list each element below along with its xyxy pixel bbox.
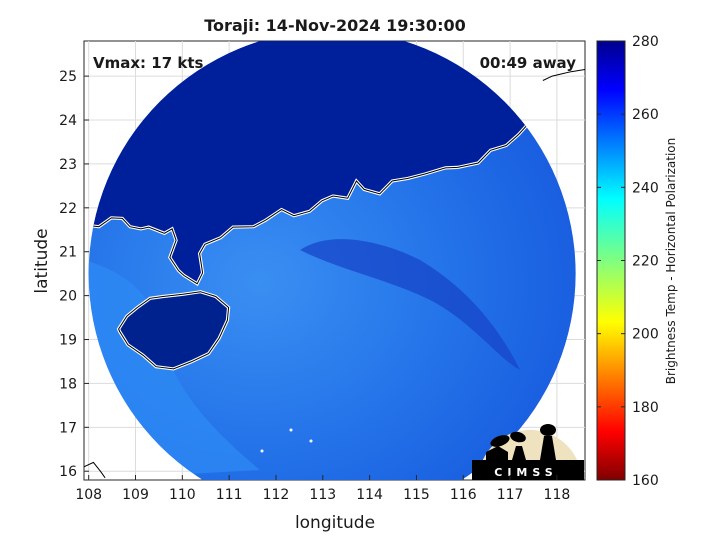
hainan-coastline-inner	[118, 291, 230, 370]
x-tick-label: 118	[544, 487, 571, 503]
coastline-outside-swath-sw	[84, 461, 106, 479]
x-tick-label: 114	[356, 487, 383, 503]
mainland-coastline-inner	[88, 94, 576, 285]
chart-title: Toraji: 14-Nov-2024 19:30:00	[204, 16, 465, 35]
y-axis-label: latitude	[32, 228, 52, 293]
x-tick-label: 108	[75, 487, 102, 503]
y-axis-ticks: 16 17 18 19 20 21 22 23 24 25	[59, 69, 89, 480]
logo-dish-2	[510, 431, 526, 443]
colorbar-tick-label: 260	[632, 107, 659, 123]
y-tick-label: 18	[59, 376, 77, 392]
logo-dish-1	[490, 435, 510, 447]
colorbar-tick-label: 180	[632, 400, 659, 416]
y-tick-label: 16	[59, 464, 77, 480]
x-tick-label: 117	[497, 487, 524, 503]
time-away-annotation: 00:49 away	[480, 54, 577, 72]
colorbar-tick-label: 160	[632, 473, 659, 489]
plot-area: CIMSS 108 109 110 111 112 113 114 115 116 117 118 …	[59, 40, 586, 503]
logo-ground	[472, 460, 584, 480]
y-tick-label: 25	[59, 69, 77, 85]
x-tick-label: 111	[216, 487, 243, 503]
colorbar-label: Brightness Temp - Horizontal Polarizatio…	[664, 138, 678, 385]
small-islands	[260, 428, 313, 453]
y-tick-label: 23	[59, 157, 77, 173]
logo-silhouette	[486, 436, 556, 460]
x-tick-label: 116	[450, 487, 477, 503]
y-tick-label: 24	[59, 113, 77, 129]
y-tick-label: 22	[59, 201, 77, 217]
y-tick-label: 20	[59, 289, 77, 305]
x-tick-label: 113	[309, 487, 336, 503]
coastline-outside-swath-ne	[542, 69, 585, 81]
y-tick-label: 17	[59, 420, 77, 436]
colorbar-tick-label: 200	[632, 327, 659, 343]
x-tick-label: 112	[263, 487, 290, 503]
colorbar-tick-label: 220	[632, 254, 659, 270]
y-tick-label: 19	[59, 333, 77, 349]
brightness-temp-swath	[84, 41, 585, 480]
colorbar-ticks: 160 180 200 220 240 260 280	[597, 34, 659, 489]
storm-band	[300, 239, 520, 370]
logo-text: CIMSS	[494, 466, 557, 479]
hainan-island	[118, 291, 229, 369]
mainland-land-mass	[88, 41, 576, 284]
x-tick-label: 109	[122, 487, 149, 503]
x-tick-label: 110	[169, 487, 196, 503]
logo-tower-top	[540, 424, 556, 436]
x-axis-label: longitude	[295, 513, 375, 533]
colorbar-tick-label: 240	[632, 180, 659, 196]
colorbar-gradient	[596, 40, 626, 481]
x-axis-ticks: 108 109 110 111 112 113 114 115 116 117 118	[75, 475, 570, 503]
colorbar-tick-label: 280	[632, 34, 659, 50]
cimss-logo: CIMSS	[472, 424, 584, 480]
colorbar: 160 180 200 220 240 260 280 Brightness Temp - …	[596, 34, 678, 489]
y-tick-label: 21	[59, 245, 77, 261]
vmax-annotation: Vmax: 17 kts	[93, 54, 203, 72]
x-tick-label: 115	[403, 487, 430, 503]
